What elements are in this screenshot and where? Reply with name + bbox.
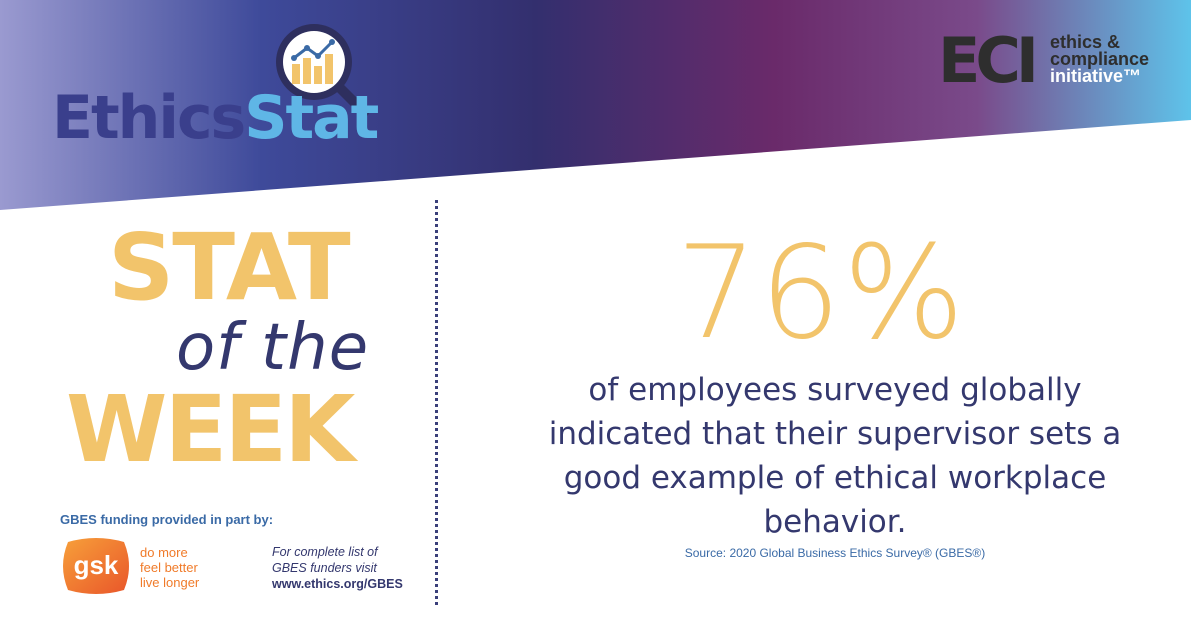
eci-line1: ethics & bbox=[1050, 32, 1121, 52]
stat-source: Source: 2020 Global Business Ethics Surv… bbox=[684, 546, 986, 560]
eci-line2: compliance bbox=[1050, 49, 1150, 69]
ethicsstat-logo: EthicsStat bbox=[52, 88, 379, 148]
eci-acronym: ECI bbox=[938, 24, 1039, 97]
gsk-tagline-1: do more bbox=[140, 545, 188, 560]
funders-url-link[interactable]: www.ethics.org/GBES bbox=[272, 577, 403, 591]
stat-description: of employees surveyed globally indicated… bbox=[548, 372, 1122, 540]
gsk-logo-icon: gsk bbox=[63, 538, 129, 594]
funders-line1: For complete list of bbox=[272, 545, 378, 559]
dotted-divider bbox=[435, 200, 438, 605]
gsk-tagline-2: feel better bbox=[140, 560, 198, 575]
headline-of-the: of the bbox=[176, 311, 370, 385]
gsk-logo-text: gsk bbox=[74, 550, 119, 580]
stat-percentage: 76% bbox=[676, 219, 967, 368]
funding-label: GBES funding provided in part by: bbox=[60, 512, 274, 527]
gsk-tagline-3: live longer bbox=[140, 575, 200, 590]
logo-stat: Stat bbox=[244, 83, 379, 153]
funders-line2: GBES funders visit bbox=[272, 561, 377, 575]
funders-note: For complete list of GBES funders visit … bbox=[272, 544, 403, 592]
eci-line3: initiative™ bbox=[1050, 66, 1142, 86]
magnifier-chart-icon bbox=[276, 24, 369, 117]
logo-ethics: Ethics bbox=[52, 83, 246, 153]
headline-week: WEEK bbox=[66, 376, 355, 483]
eci-wordmark: ethics & compliance initiative™ bbox=[1050, 32, 1150, 86]
headline-stat: STAT bbox=[108, 214, 351, 321]
gsk-tagline: do more feel better live longer bbox=[140, 545, 199, 590]
